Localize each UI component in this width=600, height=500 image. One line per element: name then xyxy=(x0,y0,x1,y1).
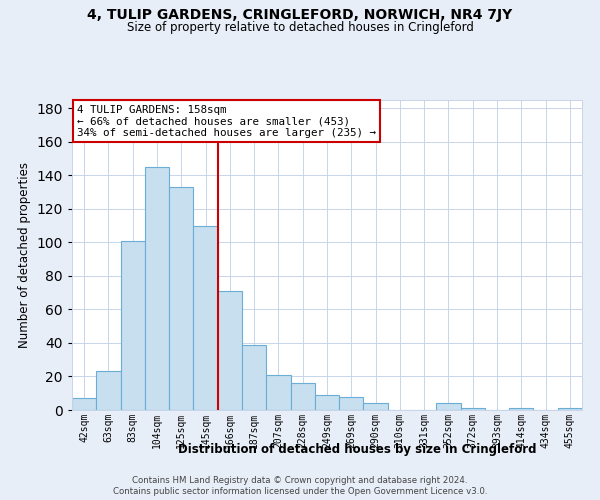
Bar xyxy=(509,408,533,410)
Text: 4, TULIP GARDENS, CRINGLEFORD, NORWICH, NR4 7JY: 4, TULIP GARDENS, CRINGLEFORD, NORWICH, … xyxy=(88,8,512,22)
Bar xyxy=(364,404,388,410)
Text: Size of property relative to detached houses in Cringleford: Size of property relative to detached ho… xyxy=(127,21,473,34)
Bar xyxy=(461,408,485,410)
Bar xyxy=(290,383,315,410)
Bar xyxy=(218,291,242,410)
Bar xyxy=(169,187,193,410)
Bar xyxy=(558,408,582,410)
Bar xyxy=(121,241,145,410)
Y-axis label: Number of detached properties: Number of detached properties xyxy=(18,162,31,348)
Text: Contains public sector information licensed under the Open Government Licence v3: Contains public sector information licen… xyxy=(113,488,487,496)
Bar xyxy=(96,372,121,410)
Bar xyxy=(266,375,290,410)
Bar xyxy=(72,398,96,410)
Text: Distribution of detached houses by size in Cringleford: Distribution of detached houses by size … xyxy=(178,442,536,456)
Bar xyxy=(436,404,461,410)
Text: 4 TULIP GARDENS: 158sqm
← 66% of detached houses are smaller (453)
34% of semi-d: 4 TULIP GARDENS: 158sqm ← 66% of detache… xyxy=(77,104,376,138)
Bar xyxy=(242,344,266,410)
Bar xyxy=(145,167,169,410)
Bar xyxy=(339,396,364,410)
Bar xyxy=(315,395,339,410)
Text: Contains HM Land Registry data © Crown copyright and database right 2024.: Contains HM Land Registry data © Crown c… xyxy=(132,476,468,485)
Bar xyxy=(193,226,218,410)
